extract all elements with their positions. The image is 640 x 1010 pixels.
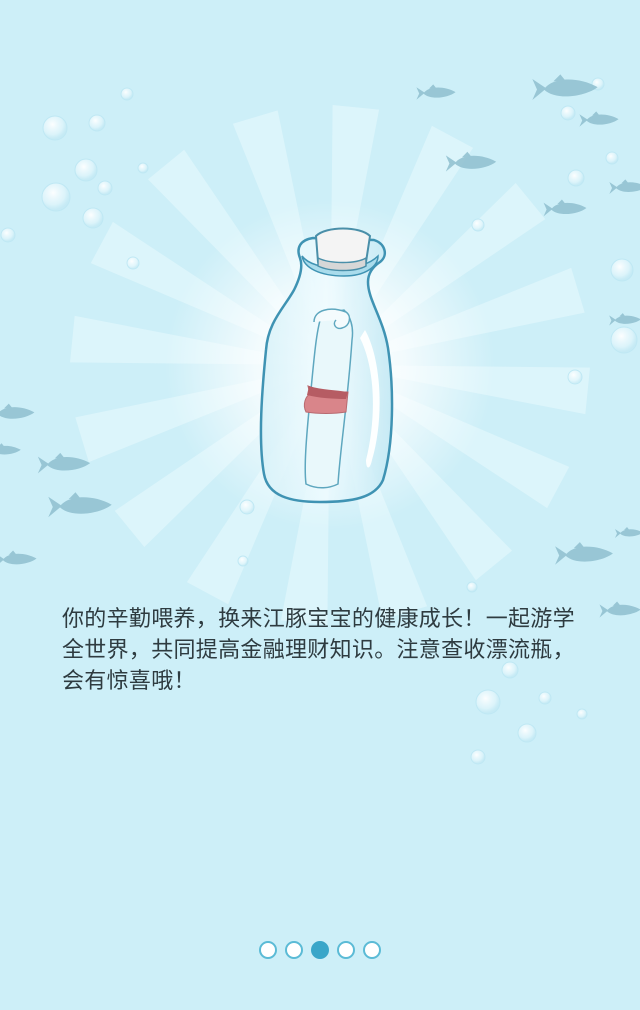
fish-icon [609,313,640,326]
bubble [610,326,638,354]
page-dot-4[interactable] [337,941,355,959]
intro-text: 你的辛勤喂养，换来江豚宝宝的健康成长！一起游学全世界，共同提高金融理财知识。注意… [62,607,575,694]
bubble [97,180,113,196]
bubble [538,691,552,705]
fish-icon [416,84,456,100]
page-dot-5[interactable] [363,941,381,959]
bubble [610,258,634,282]
fish-icon [532,74,598,100]
bubble [42,115,68,141]
page-dot-1[interactable] [259,941,277,959]
fish-icon [0,550,37,567]
bubble [126,256,140,270]
fish-icon [0,403,35,422]
fish-icon [0,443,21,457]
bubble [82,207,104,229]
bubbles [0,77,638,765]
bubble [567,169,585,187]
page-dot-3[interactable] [311,941,329,959]
page-indicator [0,941,640,961]
bubble [605,151,619,165]
fish-icon [37,452,91,474]
bubble [239,499,255,515]
bubble [88,114,106,132]
bubble [517,723,537,743]
bubble [41,182,71,212]
bubble [120,87,134,101]
bubble [470,749,486,765]
fish-icon [609,179,640,194]
fish-icon [555,542,613,565]
fish-icon [579,111,619,127]
fish-icon [599,601,640,618]
bubble [466,581,478,593]
fish-icon [543,199,587,217]
bubble [74,158,98,182]
bubble [567,369,583,385]
bubble [475,689,501,715]
bubble [237,555,249,567]
page-dot-2[interactable] [285,941,303,959]
bubble [560,105,576,121]
bubble [501,661,519,679]
bubble [0,227,16,243]
bubble [137,162,149,174]
bubble [471,218,485,232]
fish-icon [48,492,112,518]
fish-icon [615,527,640,538]
bubble [576,708,588,720]
message-in-bottle-icon [259,227,394,504]
